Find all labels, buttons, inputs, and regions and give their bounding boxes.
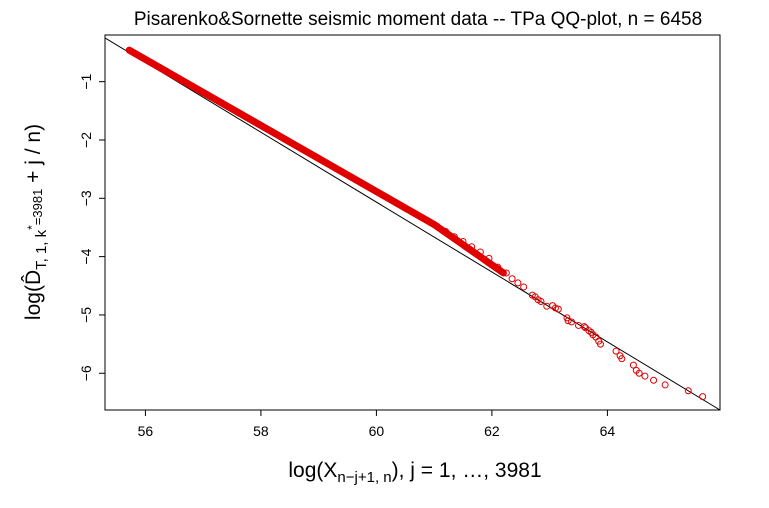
x-tick-label: 60 [369, 423, 385, 439]
y-tick-label: −2 [78, 132, 94, 148]
x-tick-label: 64 [600, 423, 616, 439]
x-tick-label: 56 [138, 423, 154, 439]
plot-frame [104, 34, 721, 411]
chart-title: Pisarenko&Sornette seismic moment data -… [134, 9, 702, 30]
data-point [580, 323, 588, 331]
y-axis-label: log(D̂T, 1, k*=3981 + j / n) [22, 124, 50, 320]
data-point [508, 275, 516, 283]
y-axis-label-sub: T, 1, k [33, 229, 50, 270]
y-axis: −1 −2 −3 −4 −5 −6 [78, 73, 105, 381]
data-point [554, 305, 562, 313]
x-axis-label-main: log(X [288, 459, 337, 482]
data-point [641, 372, 649, 380]
data-point [635, 369, 643, 377]
data-point [502, 269, 510, 277]
svg-text:log(D̂T, 1, k*=3981 + j / n): log(D̂T, 1, k*=3981 + j / n) [22, 124, 50, 320]
y-axis-label-rest: + j / n) [22, 124, 45, 189]
data-point [494, 263, 502, 271]
data-point [476, 248, 484, 256]
x-axis-label: log(Xn−j+1, n), j = 1, …, 3981 [288, 459, 541, 486]
data-point [568, 318, 576, 326]
data-point [650, 376, 658, 384]
data-point [485, 254, 493, 262]
data-points [125, 46, 707, 401]
data-point [618, 355, 626, 363]
data-point [596, 340, 604, 348]
data-point [661, 381, 669, 389]
data-point [499, 269, 507, 277]
y-axis-label-main: log(D̂ [22, 270, 45, 320]
data-point [514, 279, 522, 287]
data-point [433, 222, 441, 230]
y-tick-label: −6 [78, 365, 94, 381]
data-point [537, 298, 545, 306]
data-point [612, 347, 620, 355]
data-point [699, 393, 707, 401]
x-tick-label: 62 [484, 423, 500, 439]
y-axis-label-subsub: =3981 [30, 189, 45, 226]
x-tick-label: 58 [253, 423, 269, 439]
y-tick-label: −1 [78, 73, 94, 89]
y-tick-label: −5 [78, 307, 94, 323]
data-point [459, 237, 467, 245]
x-axis-label-sub: n−j+1, n [337, 469, 391, 486]
y-tick-label: −3 [78, 190, 94, 206]
y-axis-label-sup: * [25, 225, 39, 230]
reference-line [104, 37, 721, 411]
data-point [520, 283, 528, 291]
data-point [450, 233, 458, 241]
data-point [468, 243, 476, 251]
data-point [442, 228, 450, 236]
x-axis: 56 58 60 62 64 [138, 410, 616, 439]
reference-line-group [104, 37, 721, 411]
data-point [564, 317, 572, 325]
data-point [684, 387, 692, 395]
x-axis-label-rest: ), j = 1, …, 3981 [392, 459, 542, 482]
y-tick-label: −4 [78, 248, 94, 264]
data-point [629, 361, 637, 369]
